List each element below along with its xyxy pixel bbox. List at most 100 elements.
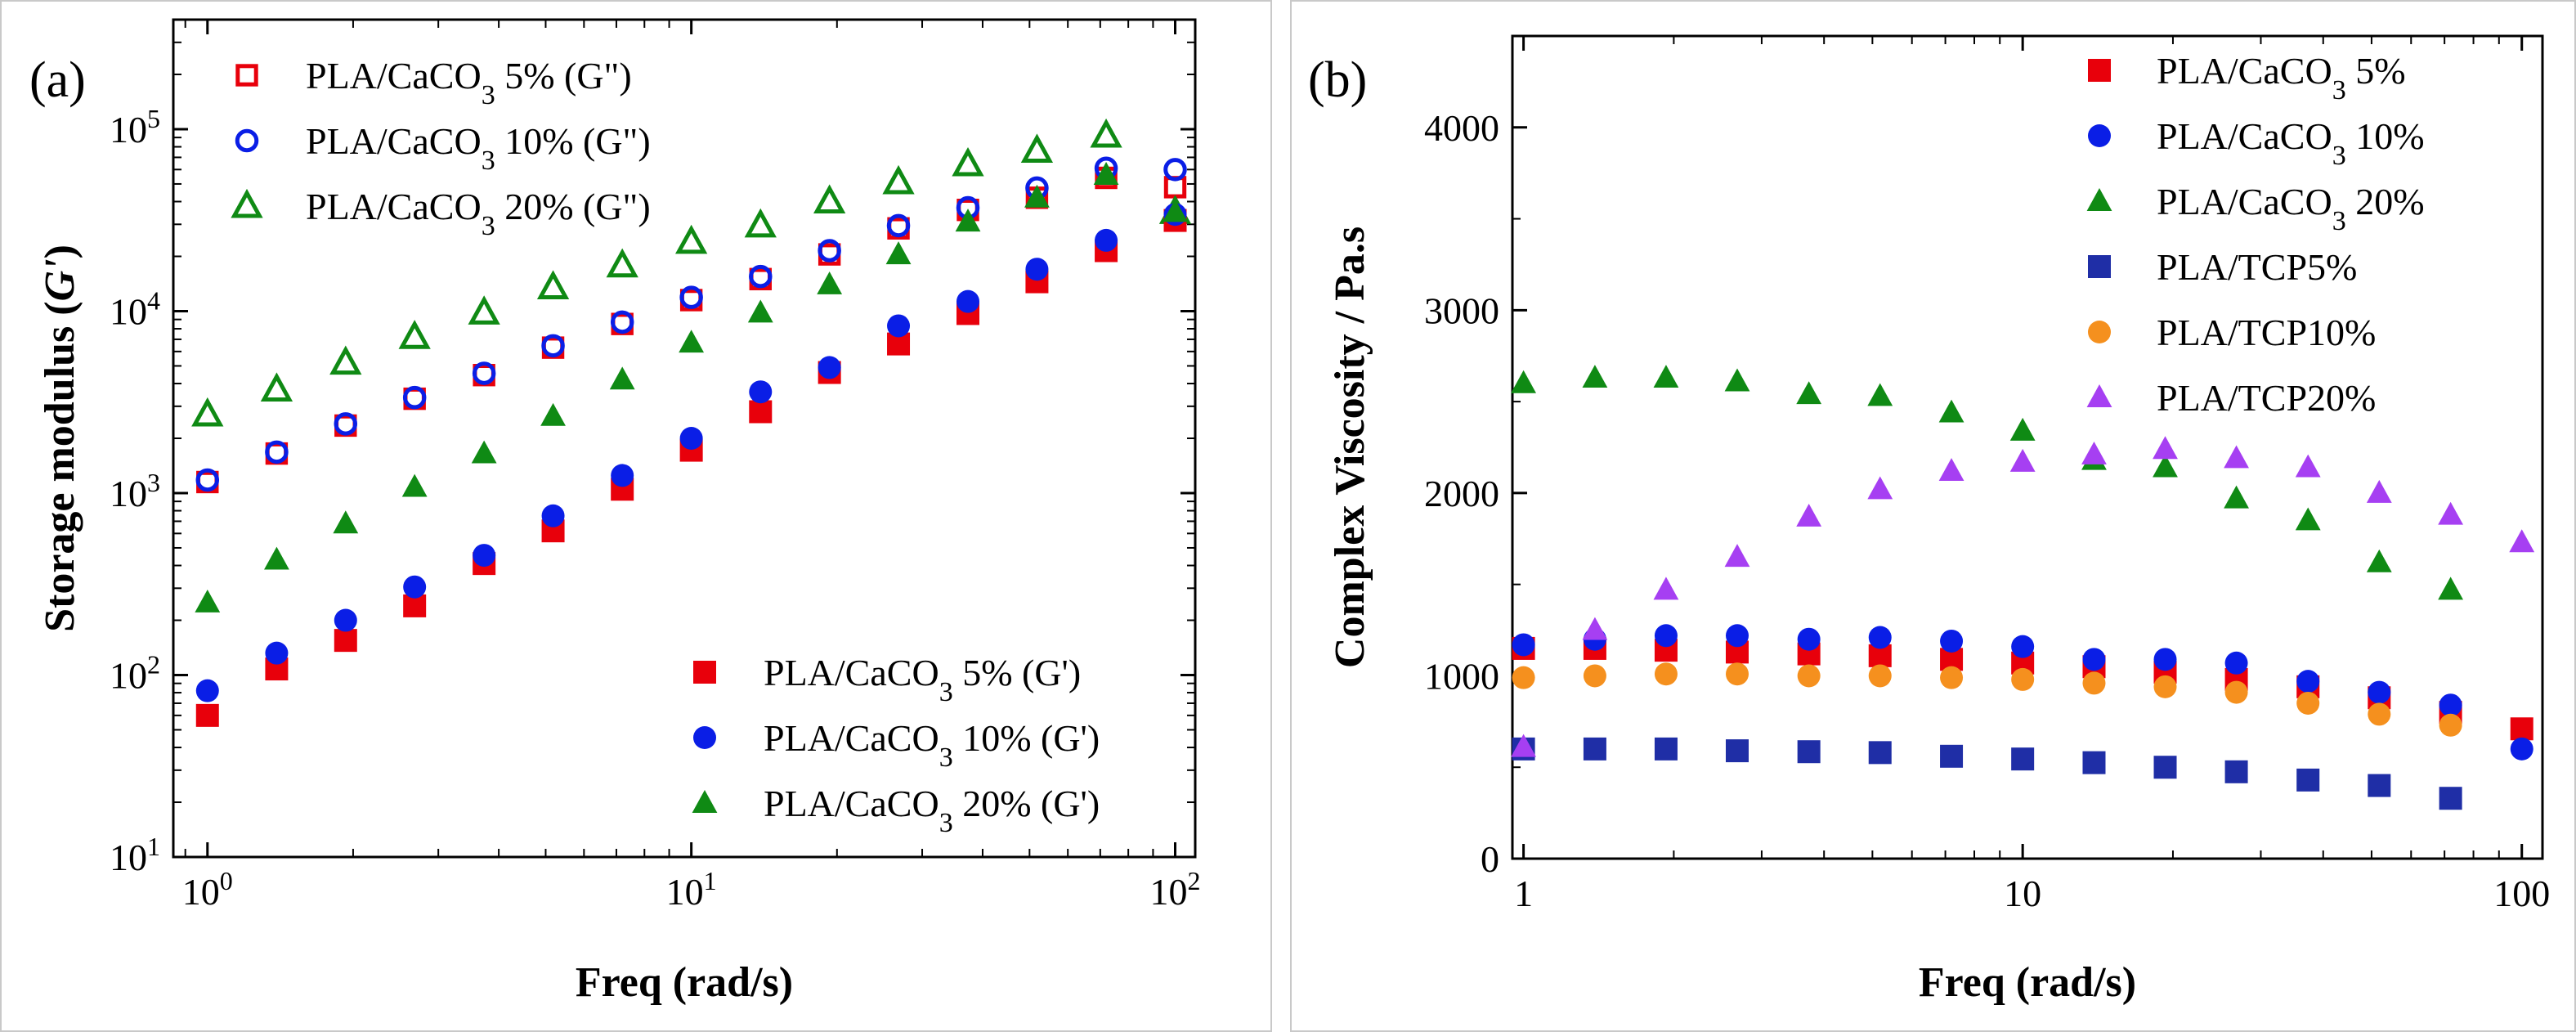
y-tick-label: 2000 [1424, 473, 1499, 514]
data-point-s1 [1726, 624, 1749, 648]
data-point-s5 [955, 209, 981, 232]
legend-marker [2086, 188, 2112, 211]
data-point-s1 [541, 334, 565, 358]
data-point-s3 [2153, 756, 2177, 779]
data-point-s5 [2509, 529, 2535, 553]
chart-panel-a: 100 101 102 101 102 103 104 105 Freq (rad/s) Stor… [29, 18, 1201, 1006]
legend-marker [2088, 321, 2111, 343]
data-point-s3 [334, 629, 357, 653]
legend-marker [2088, 255, 2111, 278]
data-point-s4 [2224, 680, 2248, 704]
data-point-s3 [2439, 787, 2462, 810]
data-point-s1 [2368, 680, 2391, 704]
data-point-s4 [334, 608, 357, 632]
legend-label: PLA/CaCO3 20% [2157, 181, 2425, 236]
legend-marker [231, 188, 263, 218]
panel-label: (b) [1308, 52, 1367, 108]
data-point-s1 [2011, 635, 2035, 658]
legend: PLA/CaCO3 5% (G") PLA/CaCO3 10% (G") PLA/C… [231, 55, 651, 241]
y-tick-label: 0 [1481, 838, 1499, 880]
data-point-s5 [2295, 454, 2321, 478]
data-point-s3 [2296, 768, 2320, 792]
data-point-s1 [2439, 693, 2462, 717]
data-point-s5 [1582, 617, 1608, 640]
data-point-s4 [265, 641, 289, 665]
data-point-s2 [1867, 383, 1893, 406]
legend-item: PLA/CaCO3 10% (G') [693, 717, 1100, 773]
data-point-s1 [2153, 648, 2177, 671]
data-point-s2 [2153, 454, 2178, 478]
data-point-s4 [195, 679, 219, 702]
data-point-s1 [1940, 629, 1964, 653]
data-point-s2 [1796, 381, 1822, 405]
data-point-s4 [749, 380, 773, 404]
panel-b-frame [1290, 0, 2576, 1032]
data-point-s5 [1724, 544, 1750, 568]
data-point-s4 [887, 314, 911, 338]
data-point-s2 [2009, 417, 2036, 441]
data-point-s5 [2224, 445, 2249, 469]
data-point-s1 [1512, 633, 1535, 657]
data-point-s3 [2082, 751, 2106, 774]
data-point-s4 [2153, 675, 2177, 698]
data-point-s5 [2009, 448, 2036, 472]
data-point-s4 [679, 427, 703, 450]
data-point-s5 [885, 241, 912, 265]
data-point-s1 [679, 285, 703, 309]
data-point-s0 [2510, 717, 2533, 741]
data-point-s3 [1868, 741, 1892, 765]
x-tick-label: 100 [182, 866, 233, 913]
data-point-s2 [675, 224, 708, 254]
data-point-s2 [1724, 368, 1750, 392]
data-point-s5 [1511, 734, 1537, 757]
data-point-s4 [2368, 702, 2391, 726]
data-point-s5 [401, 473, 428, 497]
data-point-s5 [1024, 184, 1050, 208]
legend-item: PLA/CaCO3 10% (G") [235, 120, 651, 176]
data-point-s3 [195, 703, 219, 727]
data-point-s5 [333, 510, 359, 534]
data-point-s2 [952, 146, 984, 177]
y-tick-label: 105 [110, 104, 160, 150]
data-point-s3 [1940, 744, 1964, 768]
data-point-s5 [1796, 503, 1822, 527]
data-point-s3 [2011, 747, 2035, 771]
data-point-s1 [2296, 670, 2320, 693]
legend-marker [693, 726, 716, 749]
data-point-s3 [1654, 737, 1678, 761]
legend-label: PLA/CaCO3 20% (G') [764, 783, 1100, 838]
data-point-s4 [2296, 691, 2320, 715]
data-point-s4 [1940, 666, 1964, 689]
x-tick-label: 102 [1150, 866, 1201, 913]
data-point-s2 [2366, 549, 2392, 572]
data-point-s5 [1093, 162, 1119, 185]
data-point-s2 [2295, 507, 2321, 531]
legend: PLA/CaCO3 5% (G') PLA/CaCO3 10% (G') PLA/C… [692, 652, 1100, 838]
legend-marker [235, 64, 258, 87]
data-point-s3 [1797, 740, 1821, 764]
legend-marker [693, 661, 716, 684]
data-point-s2 [191, 397, 224, 427]
legend-label: PLA/CaCO3 5% (G') [764, 652, 1081, 707]
data-point-s5 [1163, 199, 1188, 222]
data-point-s1 [402, 385, 427, 410]
data-point-s2 [260, 372, 293, 402]
x-tick-label: 1 [1514, 873, 1533, 914]
data-point-s5 [747, 299, 773, 323]
data-point-s5 [1867, 476, 1893, 500]
data-point-s2 [468, 295, 500, 325]
data-point-s1 [472, 361, 496, 385]
data-point-s4 [1868, 664, 1892, 688]
data-point-s2 [2224, 485, 2249, 509]
data-point-s2 [398, 320, 431, 349]
data-point-s4 [1583, 664, 1606, 688]
data-point-s5 [1938, 458, 1964, 482]
data-point-s1 [1654, 624, 1678, 648]
x-tick-label: 101 [666, 866, 717, 913]
data-point-s1 [1868, 626, 1892, 649]
legend-item: PLA/CaCO3 20% [2086, 181, 2425, 236]
legend-label: PLA/TCP20% [2157, 377, 2376, 419]
data-point-s2 [1020, 133, 1054, 163]
data-point-s4 [1726, 662, 1749, 686]
